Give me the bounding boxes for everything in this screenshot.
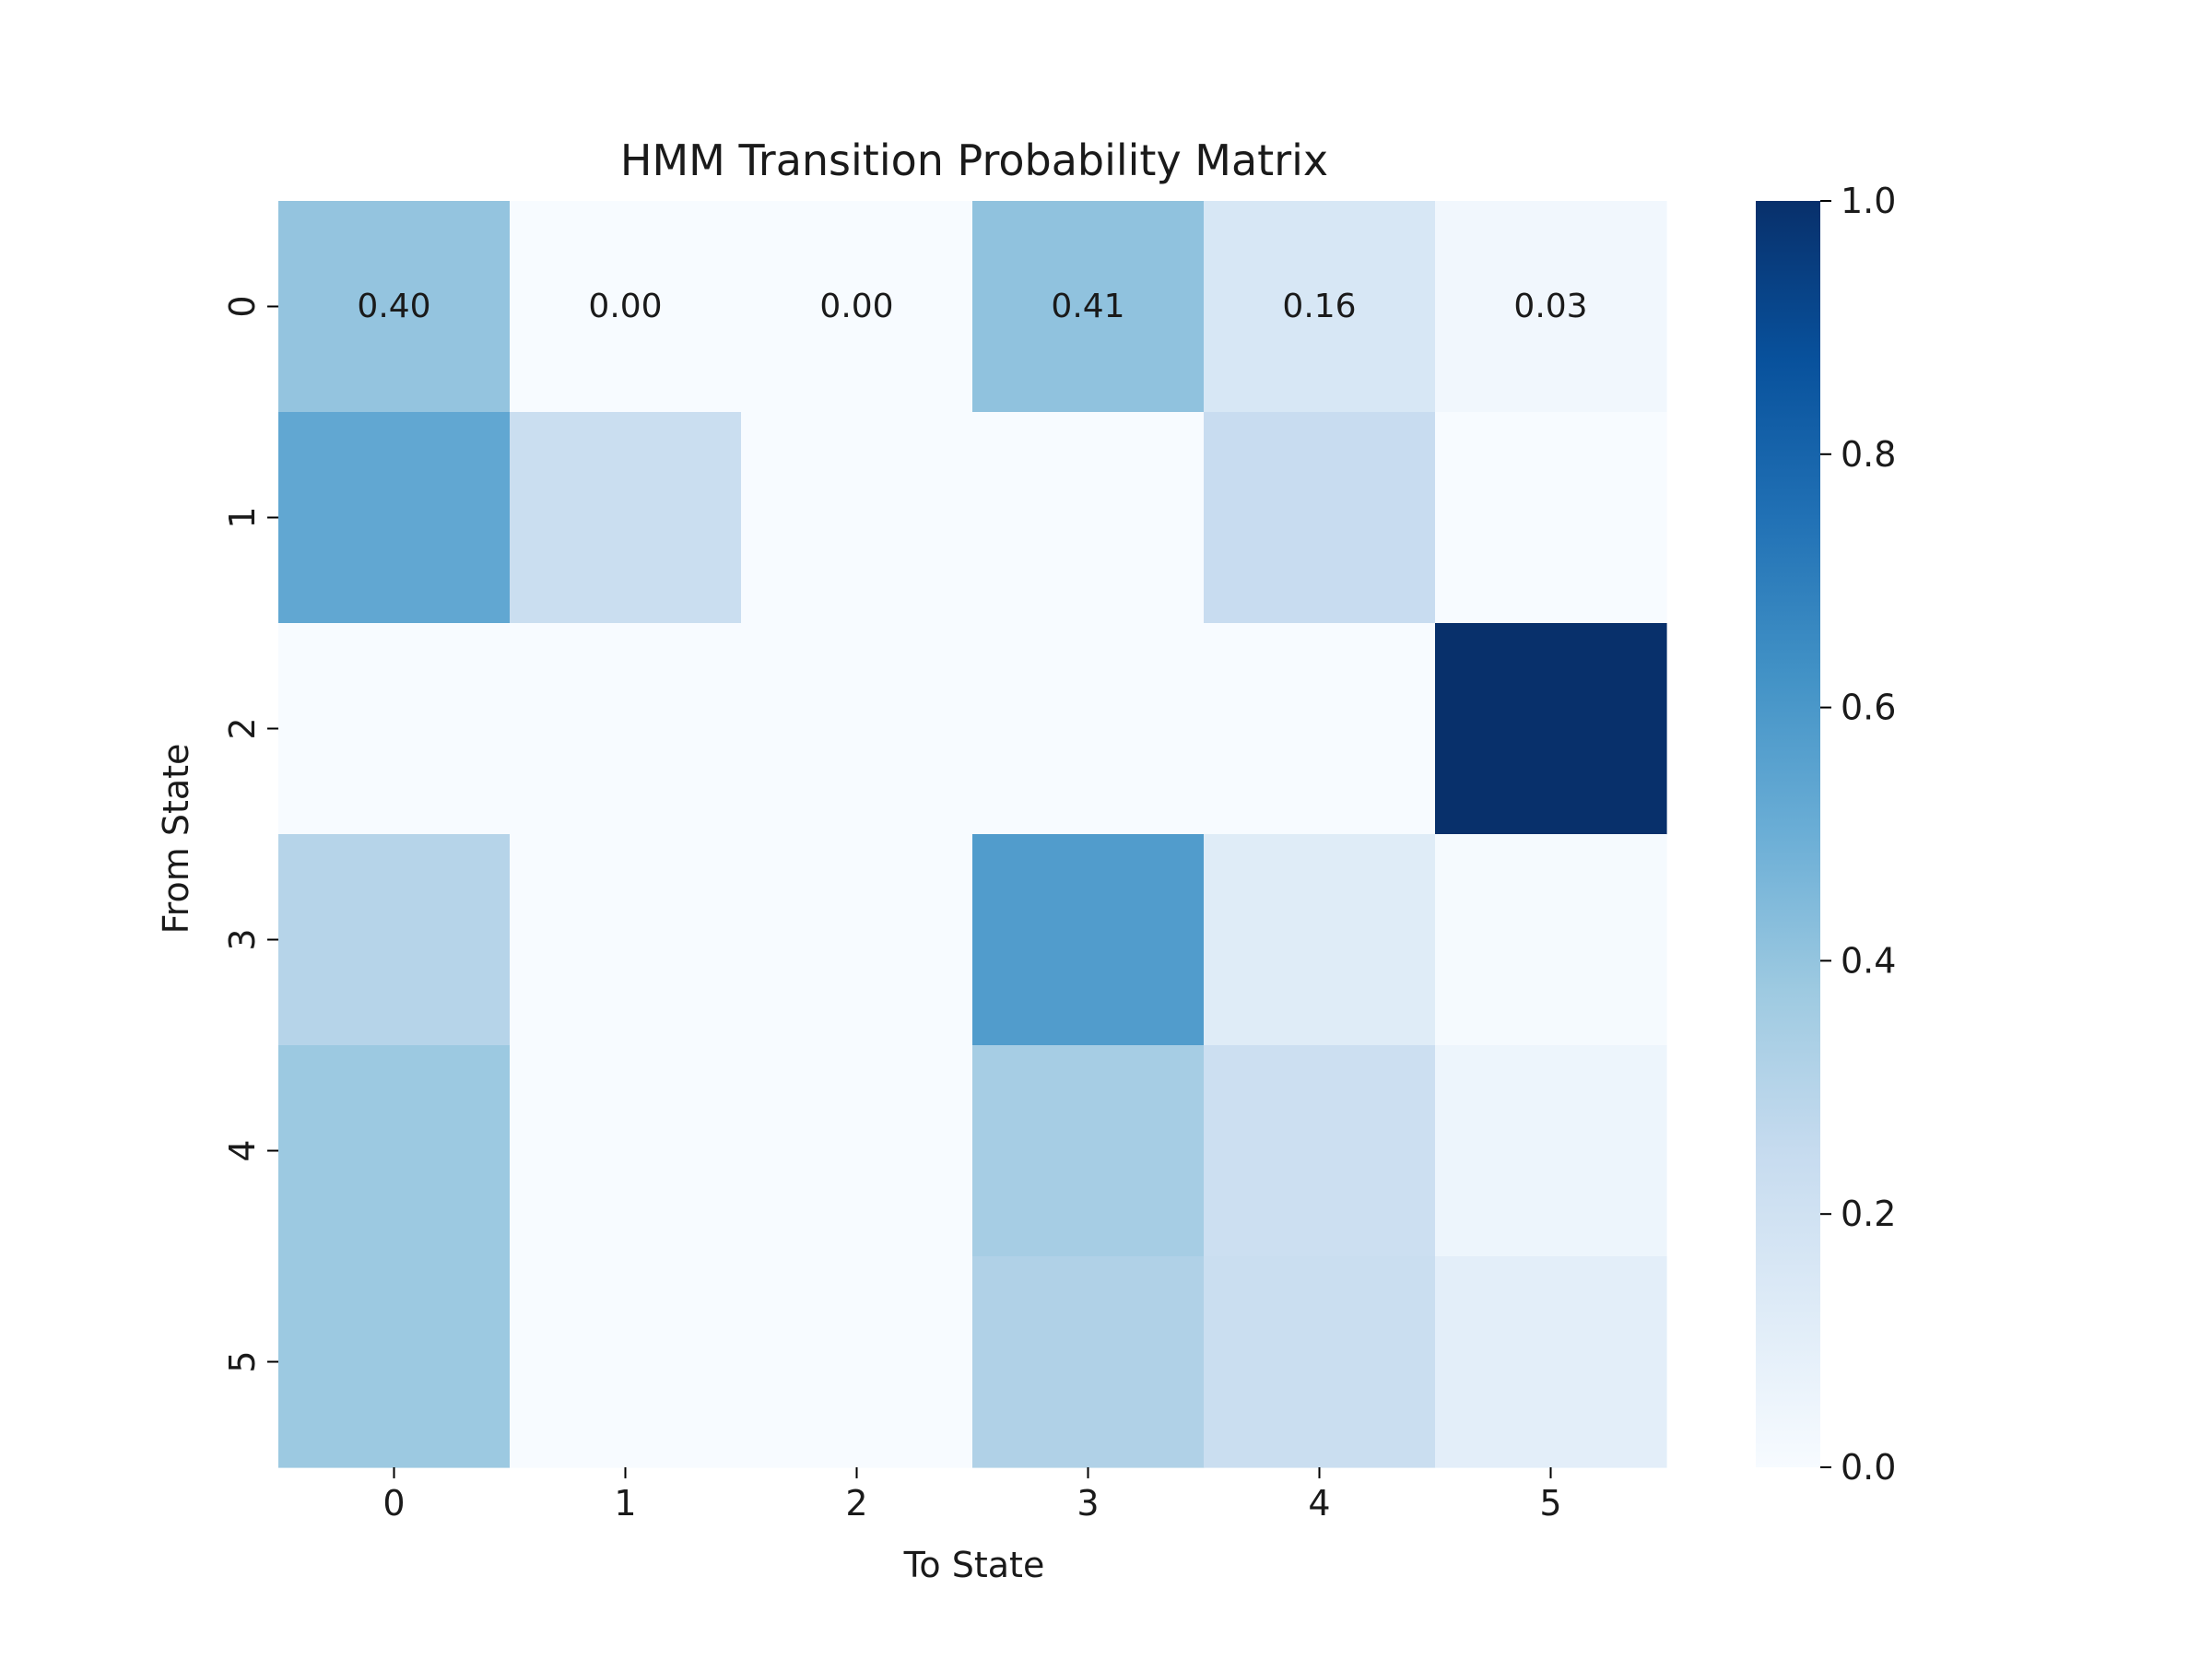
heatmap-cell-3-1 (510, 834, 742, 1046)
heatmap-cell-4-3 (972, 1045, 1205, 1257)
heatmap-cell-4-5 (1435, 1045, 1667, 1257)
heatmap-cell-2-0 (278, 623, 511, 835)
x-tick-label-2: 2 (845, 1483, 867, 1524)
y-tick-label-5: 5 (222, 1350, 263, 1372)
heatmap-cell-4-0 (278, 1045, 511, 1257)
heatmap-cell-1-4 (1204, 412, 1436, 624)
x-tick-label-0: 0 (382, 1483, 405, 1524)
heatmap-cell-5-1 (510, 1256, 742, 1468)
colorbar-tick-label-0.6: 0.6 (1841, 688, 1896, 728)
colorbar-tick-label-0.2: 0.2 (1841, 1194, 1896, 1234)
cell-value-label-0-3: 0.41 (1051, 288, 1124, 325)
heatmap-cell-4-1 (510, 1045, 742, 1257)
cell-value-label-0-0: 0.40 (357, 288, 430, 325)
colorbar (1756, 201, 1820, 1467)
y-tick-label-2: 2 (222, 717, 263, 739)
x-tick-label-1: 1 (614, 1483, 636, 1524)
heatmap-cell-3-3 (972, 834, 1205, 1046)
heatmap-cell-0-4 (1204, 201, 1436, 413)
heatmap-cell-2-1 (510, 623, 742, 835)
heatmap-cell-0-2 (741, 201, 973, 413)
heatmap-cell-5-0 (278, 1256, 511, 1468)
colorbar-tick-label-0.4: 0.4 (1841, 940, 1896, 981)
x-tick-label-5: 5 (1539, 1483, 1561, 1524)
heatmap-cell-1-3 (972, 412, 1205, 624)
x-tick-label-4: 4 (1308, 1483, 1330, 1524)
heatmap-cells (278, 201, 1667, 1468)
heatmap-cell-3-5 (1435, 834, 1667, 1046)
cell-value-label-0-4: 0.16 (1282, 288, 1356, 325)
colorbar-tick-label-0.8: 0.8 (1841, 434, 1896, 475)
heatmap-cell-0-1 (510, 201, 742, 413)
heatmap-cell-0-3 (972, 201, 1205, 413)
x-axis-ticks: 0 1 2 3 4 5 (382, 1467, 1562, 1524)
y-axis-ticks: 0 1 2 3 4 5 (222, 295, 278, 1373)
heatmap-cell-4-2 (741, 1045, 973, 1257)
y-tick-label-3: 3 (222, 928, 263, 950)
heatmap-cell-3-2 (741, 834, 973, 1046)
heatmap-cell-0-5 (1435, 201, 1667, 413)
heatmap-cell-1-2 (741, 412, 973, 624)
heatmap-cell-5-3 (972, 1256, 1205, 1468)
cell-value-label-0-5: 0.03 (1513, 288, 1587, 325)
heatmap-cell-1-0 (278, 412, 511, 624)
heatmap-cell-4-4 (1204, 1045, 1436, 1257)
heatmap-cell-0-0 (278, 201, 511, 413)
y-tick-label-1: 1 (222, 506, 263, 528)
heatmap-cell-3-0 (278, 834, 511, 1046)
colorbar-ticks: 0.0 0.2 0.4 0.6 0.8 1.0 (1820, 181, 1896, 1488)
heatmap-cell-3-4 (1204, 834, 1436, 1046)
heatmap-cell-2-5 (1435, 623, 1667, 835)
y-tick-label-4: 4 (222, 1139, 263, 1161)
x-axis-label: To State (903, 1545, 1045, 1585)
heatmap-cell-5-4 (1204, 1256, 1436, 1468)
colorbar-tick-label-0.0: 0.0 (1841, 1447, 1896, 1488)
y-tick-label-0: 0 (222, 295, 263, 317)
x-tick-label-3: 3 (1077, 1483, 1099, 1524)
heatmap-cell-2-3 (972, 623, 1205, 835)
cell-value-label-0-2: 0.00 (819, 288, 893, 325)
heatmap-cell-1-5 (1435, 412, 1667, 624)
heatmap-cell-labels: 0.40 0.00 0.00 0.41 0.16 0.03 (357, 288, 1587, 325)
heatmap-cell-1-1 (510, 412, 742, 624)
heatmap-cell-2-2 (741, 623, 973, 835)
chart-title: HMM Transition Probability Matrix (620, 135, 1328, 185)
heatmap-cell-2-4 (1204, 623, 1436, 835)
colorbar-tick-label-1.0: 1.0 (1841, 181, 1896, 221)
heatmap-cell-5-5 (1435, 1256, 1667, 1468)
y-axis-label: From State (156, 744, 196, 935)
heatmap-cell-5-2 (741, 1256, 973, 1468)
cell-value-label-0-1: 0.00 (588, 288, 662, 325)
